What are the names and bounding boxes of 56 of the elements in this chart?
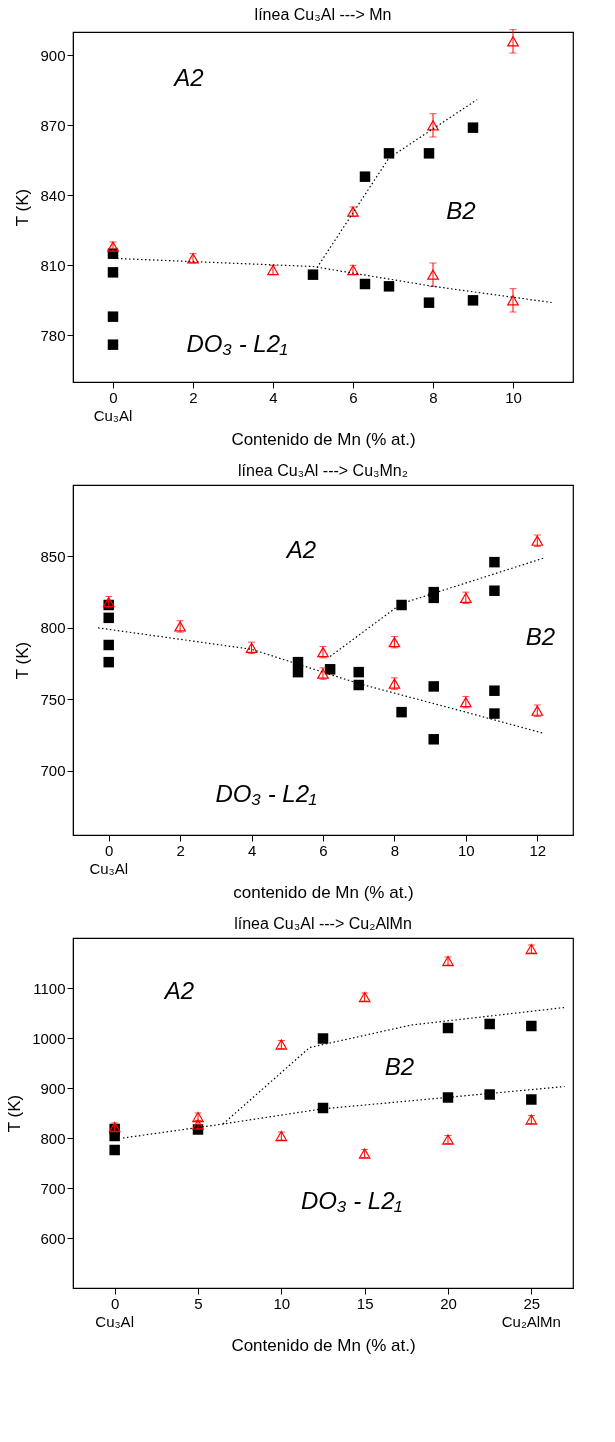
x-tick-label: 5 <box>194 1294 203 1312</box>
y-tick-label: 780 <box>40 326 66 344</box>
y-tick-label: 900 <box>40 46 66 64</box>
x-tick-label: 12 <box>529 841 547 859</box>
y-tick-label: 600 <box>40 1229 66 1247</box>
y-tick-label: 850 <box>40 547 66 565</box>
x-tick-label: 15 <box>356 1294 374 1312</box>
y-axis-title: T (K) <box>13 641 33 680</box>
y-tick-label: 700 <box>40 1179 66 1197</box>
y-axis-title: T (K) <box>13 188 33 227</box>
chart-title: línea Cu₃Al ---> Cu₂AlMn <box>234 915 412 932</box>
chart-title: línea Cu₃Al ---> Cu₃Mn₂ <box>238 462 408 479</box>
y-tick-label: 1100 <box>33 979 66 997</box>
annotation: A2 <box>172 63 204 91</box>
x-axis-title: Contenido de Mn (% at.) <box>231 1335 416 1355</box>
x-tick-label: 25 <box>523 1294 541 1312</box>
annotation: DO₃ - L2₁ <box>300 1186 403 1214</box>
y-tick-label: 810 <box>40 256 66 274</box>
y-tick-label: 800 <box>40 1129 66 1147</box>
x-tick-label: 10 <box>458 841 475 859</box>
x-tick-label: 0 <box>110 1294 120 1312</box>
x-tick-label: 4 <box>269 388 278 406</box>
text: Cu₃Al <box>95 1313 134 1330</box>
annotation: B2 <box>446 196 476 224</box>
x-tick-label: 8 <box>390 841 400 859</box>
annotation: A2 <box>162 976 195 1004</box>
x-tick-label: 0 <box>109 388 118 406</box>
annotation: B2 <box>525 622 556 650</box>
annotation: B2 <box>384 1052 415 1080</box>
annotation: A2 <box>284 535 317 563</box>
x-tick-label: 20 <box>440 1294 457 1312</box>
y-tick-label: 840 <box>40 186 66 204</box>
x-tick-label: 6 <box>349 388 358 406</box>
x-tick-label: 2 <box>176 841 185 859</box>
annotation: DO₃ - L2₁ <box>186 329 288 357</box>
x-tick-label: 10 <box>505 388 522 406</box>
text: Cu₃Al <box>93 407 133 424</box>
chart-title: línea Cu₃Al ---> Mn <box>254 6 392 24</box>
x-axis-title: Contenido de Mn (% at.) <box>231 429 416 449</box>
x-tick-label: 10 <box>273 1294 291 1312</box>
y-tick-label: 900 <box>40 1079 66 1097</box>
x-tick-label: 0 <box>105 841 114 859</box>
x-tick-label: 6 <box>319 841 328 859</box>
x-tick-label: 4 <box>247 841 257 859</box>
y-tick-label: 1000 <box>32 1029 66 1047</box>
y-axis-title: T (K) <box>5 1094 25 1133</box>
text: Cu₂AlMn <box>501 1313 561 1330</box>
x-axis-title: contenido de Mn (% at.) <box>233 882 414 902</box>
text: Cu₃Al <box>89 860 129 877</box>
x-tick-label: 8 <box>429 388 438 406</box>
y-tick-label: 750 <box>40 690 66 708</box>
y-tick-label: 700 <box>40 762 66 780</box>
y-tick-label: 870 <box>40 116 66 134</box>
annotation: DO₃ - L2₁ <box>215 780 317 808</box>
y-tick-label: 800 <box>40 619 66 637</box>
x-tick-label: 2 <box>189 388 198 406</box>
